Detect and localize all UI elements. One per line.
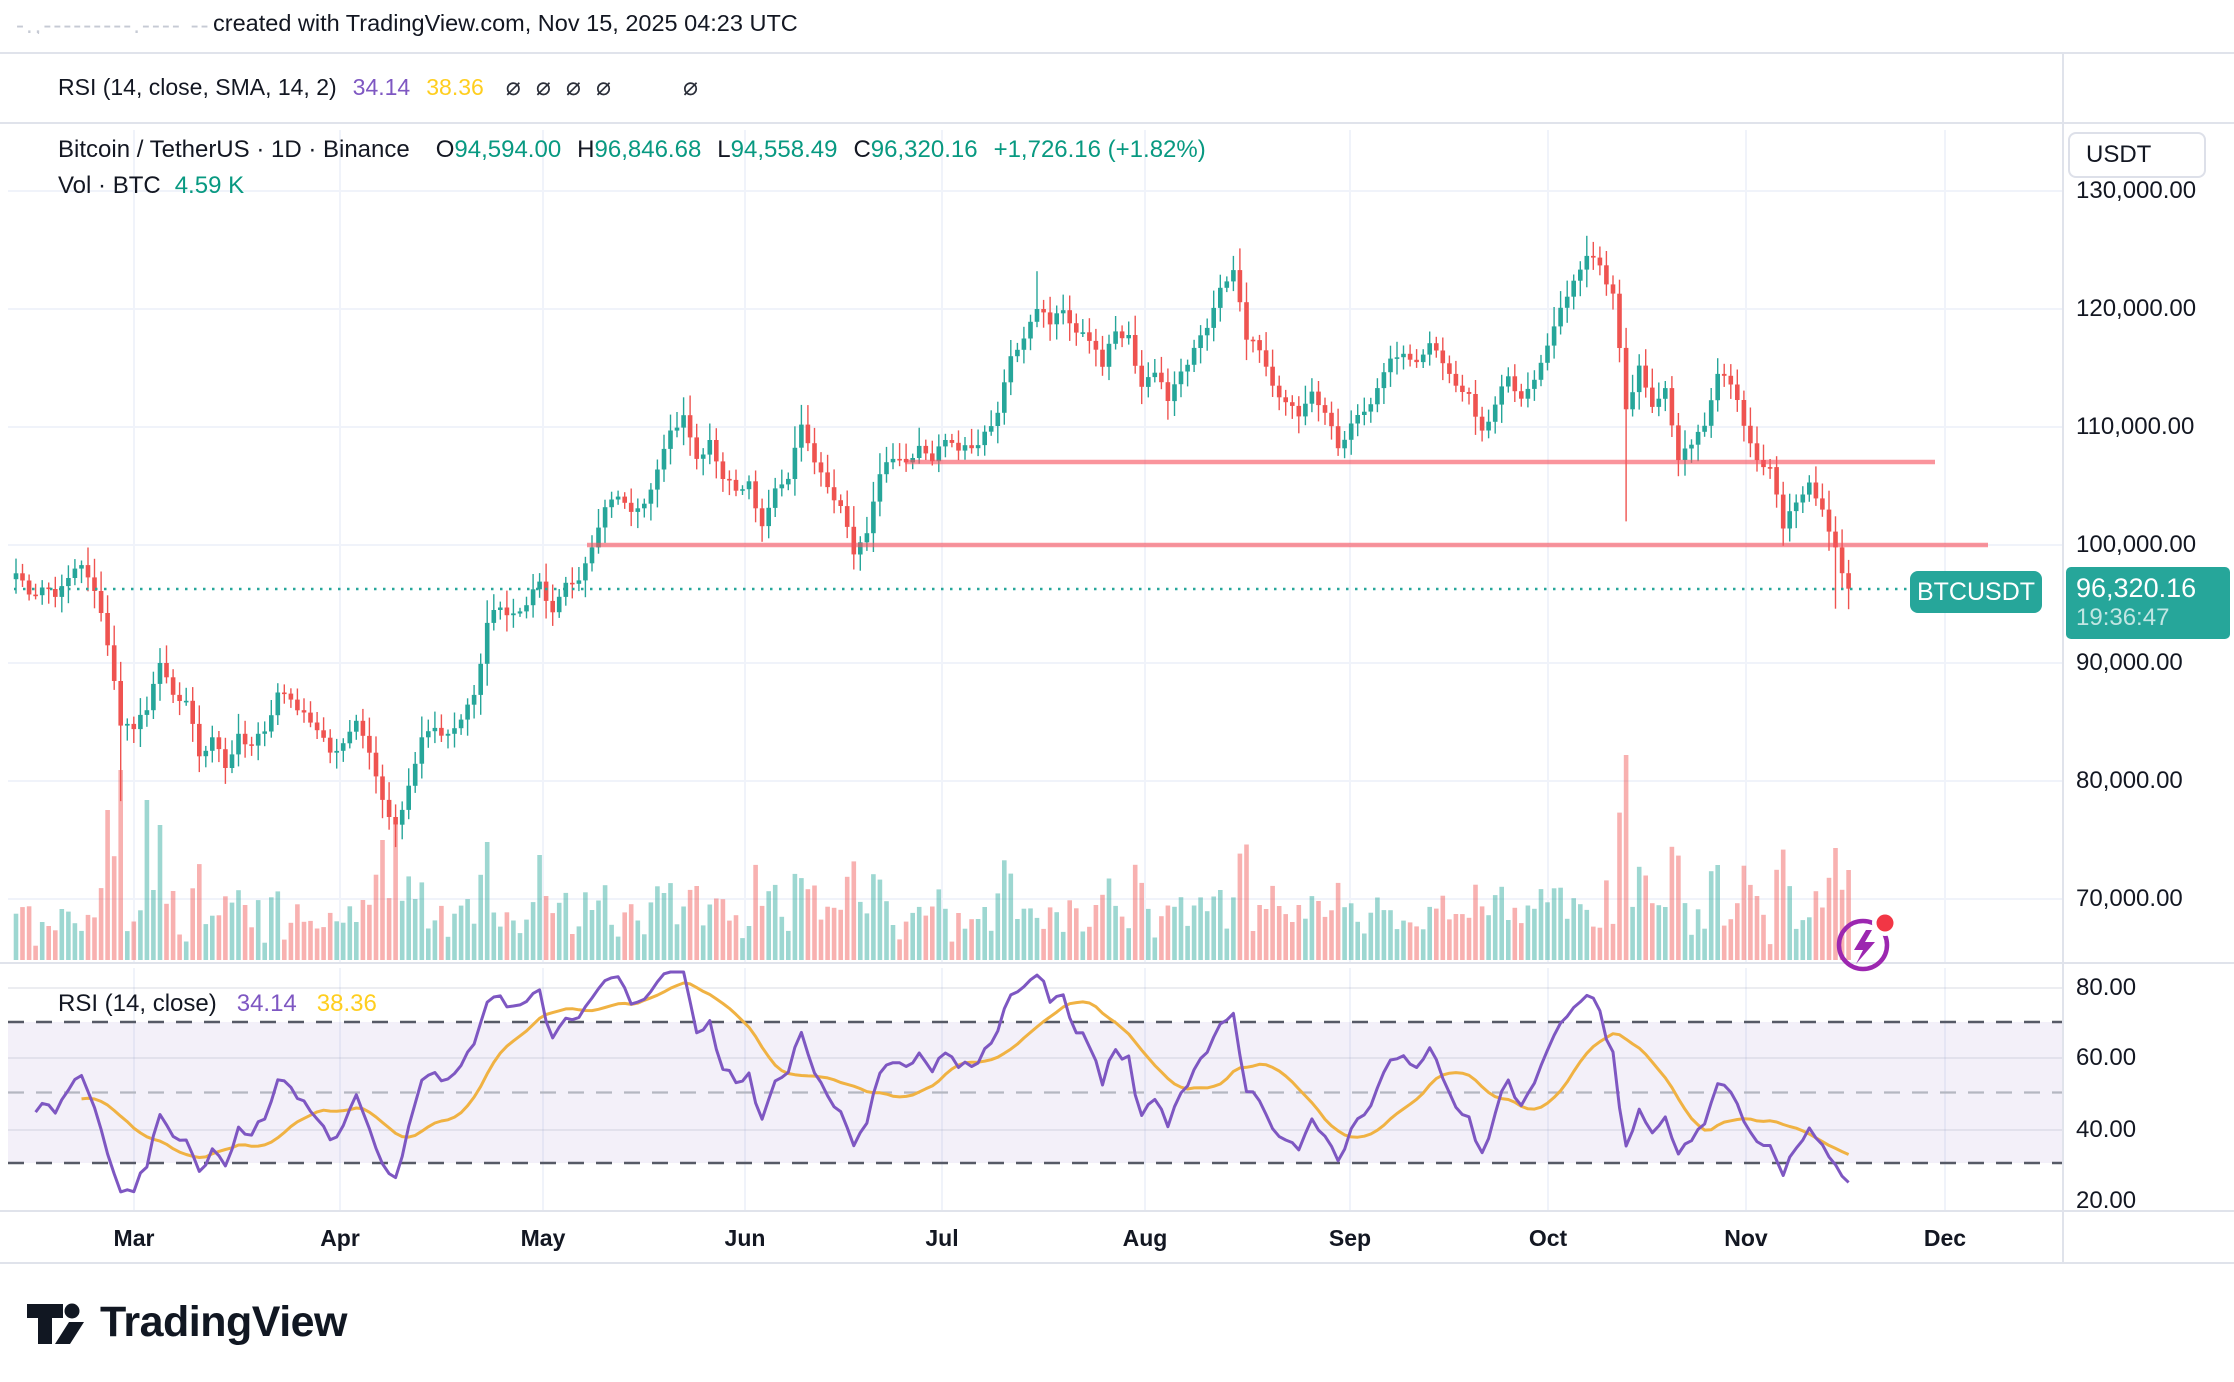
price-tick-90k: 90,000.00 (2076, 649, 2183, 676)
tradingview-logo-text[interactable]: TradingView (100, 1298, 348, 1346)
bar-close-countdown: 19:36:47 (2076, 604, 2170, 631)
change-value: +1,726.16 (+1.82%) (993, 136, 1206, 163)
volume-label: Vol · BTC (58, 172, 161, 199)
low-value: 94,558.49 (730, 136, 838, 163)
flash-icon[interactable] (1830, 910, 1902, 982)
open-label: O (435, 136, 455, 163)
logo-glyph-seven (55, 1322, 84, 1344)
close-value: 96,320.16 (870, 136, 978, 163)
indicator-delete-icon[interactable]: ⌀ (565, 73, 581, 101)
created-with-label: created with TradingView.com, Nov 15, 20… (213, 10, 798, 36)
price-tick-110k: 110,000.00 (2076, 413, 2195, 440)
price-tick-80k: 80,000.00 (2076, 767, 2183, 794)
candlesticks (13, 235, 1851, 848)
month-label-mar: Mar (113, 1225, 155, 1251)
flash-icon-bolt (1854, 930, 1875, 964)
rsi-pane-value: 34.14 (236, 990, 297, 1017)
rsi-tick-20: 20.00 (2076, 1187, 2137, 1214)
rsi-tick-60: 60.00 (2076, 1044, 2137, 1071)
volume-header: Vol · BTC 4.59 K (58, 172, 244, 200)
month-label-jun: Jun (724, 1225, 766, 1251)
indicator-more-icon[interactable]: ⌀ (595, 73, 612, 101)
symbol-title[interactable]: Bitcoin / TetherUS · 1D · Binance (58, 136, 410, 163)
strip-border-bottom (0, 122, 2234, 124)
level-lines (14, 459, 1988, 591)
currency-toggle-button[interactable]: USDT (2068, 132, 2206, 178)
tradingview-logo-icon[interactable] (25, 1300, 95, 1348)
strip-border-top (0, 52, 2234, 54)
author-watermark-text: -.,---------.---- -- - (16, 12, 211, 34)
volume-value: 4.59 K (174, 172, 245, 199)
rsi-sma-value: 38.36 (426, 73, 484, 100)
month-label-oct: Oct (1528, 1225, 1568, 1251)
low-label: L (717, 136, 731, 163)
logo-glyph-dot (64, 1303, 80, 1319)
rsi-tick-80: 80.00 (2076, 974, 2137, 1001)
month-label-sep: Sep (1328, 1225, 1372, 1251)
month-label-aug: Aug (1122, 1225, 1168, 1251)
rsi-indicator-header: RSI (14, close, SMA, 14, 2) 34.14 38.36 … (58, 52, 698, 122)
flash-icon-notification-dot (1876, 914, 1894, 932)
rsi-timeaxis-divider (0, 1210, 2234, 1212)
close-label: C (853, 136, 871, 163)
price-tick-70k: 70,000.00 (2076, 885, 2183, 912)
price-rsi-divider[interactable] (0, 962, 2234, 964)
rsi-lines (8, 970, 2062, 1194)
month-label-nov: Nov (1724, 1225, 1768, 1251)
indicator-settings-icon[interactable]: ⌀ (535, 73, 551, 101)
last-price-axis-tag: 96,320.16 19:36:47 (2066, 567, 2230, 639)
open-value: 94,594.00 (454, 136, 562, 163)
timeaxis-bottom-border (0, 1262, 2234, 1264)
month-label-jul: Jul (925, 1225, 959, 1251)
high-value: 96,846.68 (594, 136, 702, 163)
symbol-price-tag-label: BTCUSDT (1916, 577, 2036, 606)
high-label: H (577, 136, 595, 163)
price-tick-130k: 130,000.00 (2076, 177, 2197, 204)
last-price-value: 96,320.16 (2076, 573, 2197, 603)
currency-toggle-label: USDT (2086, 141, 2152, 168)
logo-glyph-one (27, 1304, 63, 1344)
symbol-header: Bitcoin / TetherUS · 1D · Binance O 94,59… (58, 136, 1206, 164)
month-label-may: May (520, 1225, 566, 1251)
indicator-hide-icon[interactable]: ⌀ (505, 73, 521, 101)
rsi-pane-sma-value: 38.36 (316, 990, 377, 1017)
price-tick-120k: 120,000.00 (2076, 295, 2197, 322)
symbol-price-tag: BTCUSDT (1910, 571, 2042, 613)
month-label-dec: Dec (1923, 1225, 1967, 1251)
rsi-pane-title: RSI (14, close) (58, 990, 217, 1017)
rsi-value: 34.14 (352, 73, 411, 100)
author-watermark: -.,---------.---- -- - (16, 12, 212, 34)
indicator-extra-icon[interactable]: ⌀ (683, 73, 699, 101)
rsi-tick-40: 40.00 (2076, 1116, 2137, 1143)
rsi-indicator-title: RSI (14, close, SMA, 14, 2) (58, 73, 337, 100)
price-tick-100k: 100,000.00 (2076, 531, 2197, 558)
month-label-apr: Apr (320, 1225, 360, 1251)
price-axis-divider[interactable] (2062, 52, 2064, 1262)
volume-bars (13, 755, 1851, 960)
rsi-pane-header: RSI (14, close) 34.14 38.36 (58, 990, 377, 1018)
flash-icon-circle (1836, 918, 1890, 972)
